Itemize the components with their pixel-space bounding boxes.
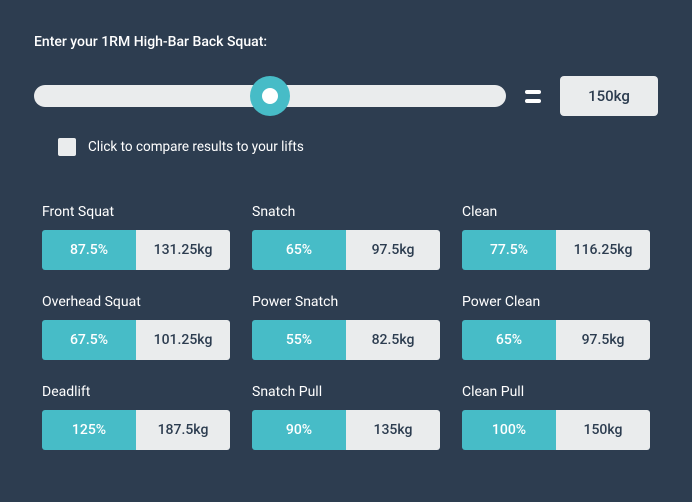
lift-card: Front Squat 87.5%131.25kg <box>42 204 230 270</box>
lift-grid: Front Squat87.5%131.25kgSnatch65%97.5kgC… <box>34 204 658 450</box>
lift-body: 90%135kg <box>252 410 440 450</box>
compare-label: Click to compare results to your lifts <box>88 139 304 155</box>
lift-weight: 187.5kg <box>136 410 230 450</box>
lift-body: 87.5%131.25kg <box>42 230 230 270</box>
lift-weight: 82.5kg <box>346 320 440 360</box>
lift-name: Power Snatch <box>252 294 440 310</box>
lift-card: Clean 77.5%116.25kg <box>462 204 650 270</box>
lift-weight: 131.25kg <box>136 230 230 270</box>
slider-thumb[interactable] <box>250 76 290 116</box>
lift-name: Deadlift <box>42 384 230 400</box>
lift-name: Snatch <box>252 204 440 220</box>
slider-row: 150kg <box>34 76 658 116</box>
lift-weight: 116.25kg <box>556 230 650 270</box>
lift-percent: 90% <box>252 410 346 450</box>
lift-body: 125%187.5kg <box>42 410 230 450</box>
lift-percent: 65% <box>252 230 346 270</box>
lift-body: 65%97.5kg <box>252 230 440 270</box>
lift-weight: 150kg <box>556 410 650 450</box>
compare-checkbox[interactable] <box>58 138 76 156</box>
lift-card: Clean Pull 100%150kg <box>462 384 650 450</box>
lift-body: 100%150kg <box>462 410 650 450</box>
lift-name: Overhead Squat <box>42 294 230 310</box>
lift-percent: 55% <box>252 320 346 360</box>
lift-percent: 65% <box>462 320 556 360</box>
lift-name: Power Clean <box>462 294 650 310</box>
lift-card: Overhead Squat 67.5%101.25kg <box>42 294 230 360</box>
lift-name: Front Squat <box>42 204 230 220</box>
lift-card: Deadlift 125%187.5kg <box>42 384 230 450</box>
lift-card: Power Snatch 55%82.5kg <box>252 294 440 360</box>
lift-card: Power Clean 65%97.5kg <box>462 294 650 360</box>
lift-weight: 101.25kg <box>136 320 230 360</box>
lift-body: 55%82.5kg <box>252 320 440 360</box>
slider-thumb-inner <box>262 88 278 104</box>
slider-value: 150kg <box>560 76 658 116</box>
lift-percent: 67.5% <box>42 320 136 360</box>
lift-weight: 97.5kg <box>556 320 650 360</box>
lift-percent: 77.5% <box>462 230 556 270</box>
lift-percent: 87.5% <box>42 230 136 270</box>
lift-weight: 97.5kg <box>346 230 440 270</box>
lift-body: 65%97.5kg <box>462 320 650 360</box>
slider[interactable] <box>34 76 506 116</box>
prompt-label: Enter your 1RM High-Bar Back Squat: <box>34 34 658 50</box>
equals-icon <box>522 90 544 103</box>
lift-percent: 100% <box>462 410 556 450</box>
lift-name: Clean Pull <box>462 384 650 400</box>
lift-name: Snatch Pull <box>252 384 440 400</box>
lift-weight: 135kg <box>346 410 440 450</box>
lift-name: Clean <box>462 204 650 220</box>
lift-body: 67.5%101.25kg <box>42 320 230 360</box>
lift-card: Snatch Pull 90%135kg <box>252 384 440 450</box>
lift-body: 77.5%116.25kg <box>462 230 650 270</box>
compare-row: Click to compare results to your lifts <box>58 138 658 156</box>
lift-card: Snatch 65%97.5kg <box>252 204 440 270</box>
lift-percent: 125% <box>42 410 136 450</box>
